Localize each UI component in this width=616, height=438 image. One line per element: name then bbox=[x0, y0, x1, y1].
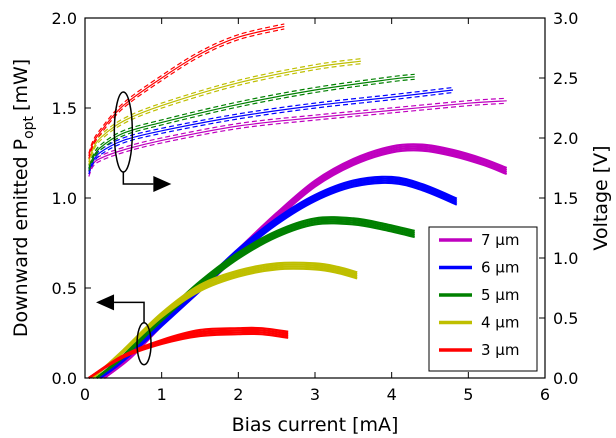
power-line-5m-1 bbox=[95, 216, 415, 379]
voltage-line-6m-1 bbox=[88, 89, 454, 172]
legend-label: 4 μm bbox=[481, 314, 519, 332]
legend-label: 6 μm bbox=[481, 259, 519, 277]
power-line-4m-3 bbox=[91, 265, 358, 379]
voltage-arrow-line bbox=[122, 172, 154, 185]
x-tick-label: 2 bbox=[233, 385, 243, 404]
power-line-3m-4 bbox=[88, 332, 289, 379]
y-right-tick-label: 3.0 bbox=[553, 9, 578, 28]
voltage-line-7m-3 bbox=[88, 102, 507, 177]
y-left-label-sub: opt bbox=[21, 115, 37, 138]
power-line-6m-1 bbox=[99, 175, 458, 379]
x-tick-label: 6 bbox=[540, 385, 550, 404]
y-left-axis-label: Downward emitted Popt [mW] bbox=[10, 59, 37, 337]
voltage-line-5m-1 bbox=[88, 76, 415, 169]
voltage-line-6m-2 bbox=[88, 86, 454, 170]
x-tick-label: 5 bbox=[463, 385, 473, 404]
power-line-5m-3 bbox=[95, 220, 415, 379]
y-right-tick-label: 0.0 bbox=[553, 369, 578, 388]
voltage-line-6m-3 bbox=[88, 91, 454, 175]
legend-box bbox=[428, 226, 538, 372]
voltage-line-3m-2 bbox=[88, 23, 285, 154]
y-right-axis-label: Voltage [V] bbox=[590, 145, 612, 250]
y-left-ticks: 0.0 0.5 1.0 1.5 2.0 bbox=[52, 9, 91, 388]
x-tick-label: 4 bbox=[387, 385, 397, 404]
voltage-arrow-head bbox=[153, 176, 172, 192]
x-axis-label: Bias current [mA] bbox=[232, 414, 399, 436]
voltage-line-4m-1 bbox=[88, 60, 362, 163]
voltage-line-7m-2 bbox=[88, 97, 507, 172]
y-left-label-unit: [mW] bbox=[10, 59, 32, 111]
y-left-tick-label: 1.0 bbox=[52, 189, 77, 208]
power-line-6m-2 bbox=[99, 177, 458, 379]
y-left-tick-label: 1.5 bbox=[52, 99, 77, 118]
voltage-group-ellipse bbox=[113, 91, 134, 173]
voltage-line-3m-1 bbox=[88, 25, 285, 157]
y-left-tick-label: 0.5 bbox=[52, 279, 77, 298]
y-left-tick-label: 0.0 bbox=[52, 369, 77, 388]
y-right-tick-label: 1.5 bbox=[553, 189, 578, 208]
x-tick-label: 1 bbox=[157, 385, 167, 404]
voltage-line-3m-3 bbox=[88, 28, 285, 159]
legend-label: 3 μm bbox=[481, 341, 519, 359]
voltage-line-5m-2 bbox=[88, 73, 415, 166]
voltage-line-5m-3 bbox=[88, 78, 415, 171]
y-left-tick-label: 2.0 bbox=[52, 9, 77, 28]
x-tick-label: 0 bbox=[80, 385, 90, 404]
power-line-4m-4 bbox=[91, 267, 358, 379]
power-line-5m-4 bbox=[95, 222, 415, 379]
annotations bbox=[96, 91, 172, 366]
y-right-ticks: 0.0 0.5 1.0 1.5 2.0 2.5 3.0 bbox=[539, 9, 578, 388]
power-arrow-line bbox=[114, 301, 145, 323]
x-ticks: 0 1 2 3 4 5 6 bbox=[80, 18, 550, 404]
power-line-5m-2 bbox=[95, 218, 415, 379]
legend: 7 μm 6 μm 5 μm 4 μm 3 μm bbox=[428, 226, 538, 372]
y-right-tick-label: 2.0 bbox=[553, 129, 578, 148]
y-right-tick-label: 2.5 bbox=[553, 69, 578, 88]
y-left-label-main: Downward emitted P bbox=[10, 139, 32, 337]
y-right-tick-label: 1.0 bbox=[553, 249, 578, 268]
x-tick-label: 3 bbox=[310, 385, 320, 404]
legend-label: 5 μm bbox=[481, 286, 519, 304]
power-arrow-head bbox=[96, 294, 115, 311]
voltage-line-4m-2 bbox=[88, 58, 362, 160]
legend-label: 7 μm bbox=[481, 231, 519, 249]
voltage-line-7m-1 bbox=[88, 100, 507, 175]
y-right-tick-label: 0.5 bbox=[553, 309, 578, 328]
